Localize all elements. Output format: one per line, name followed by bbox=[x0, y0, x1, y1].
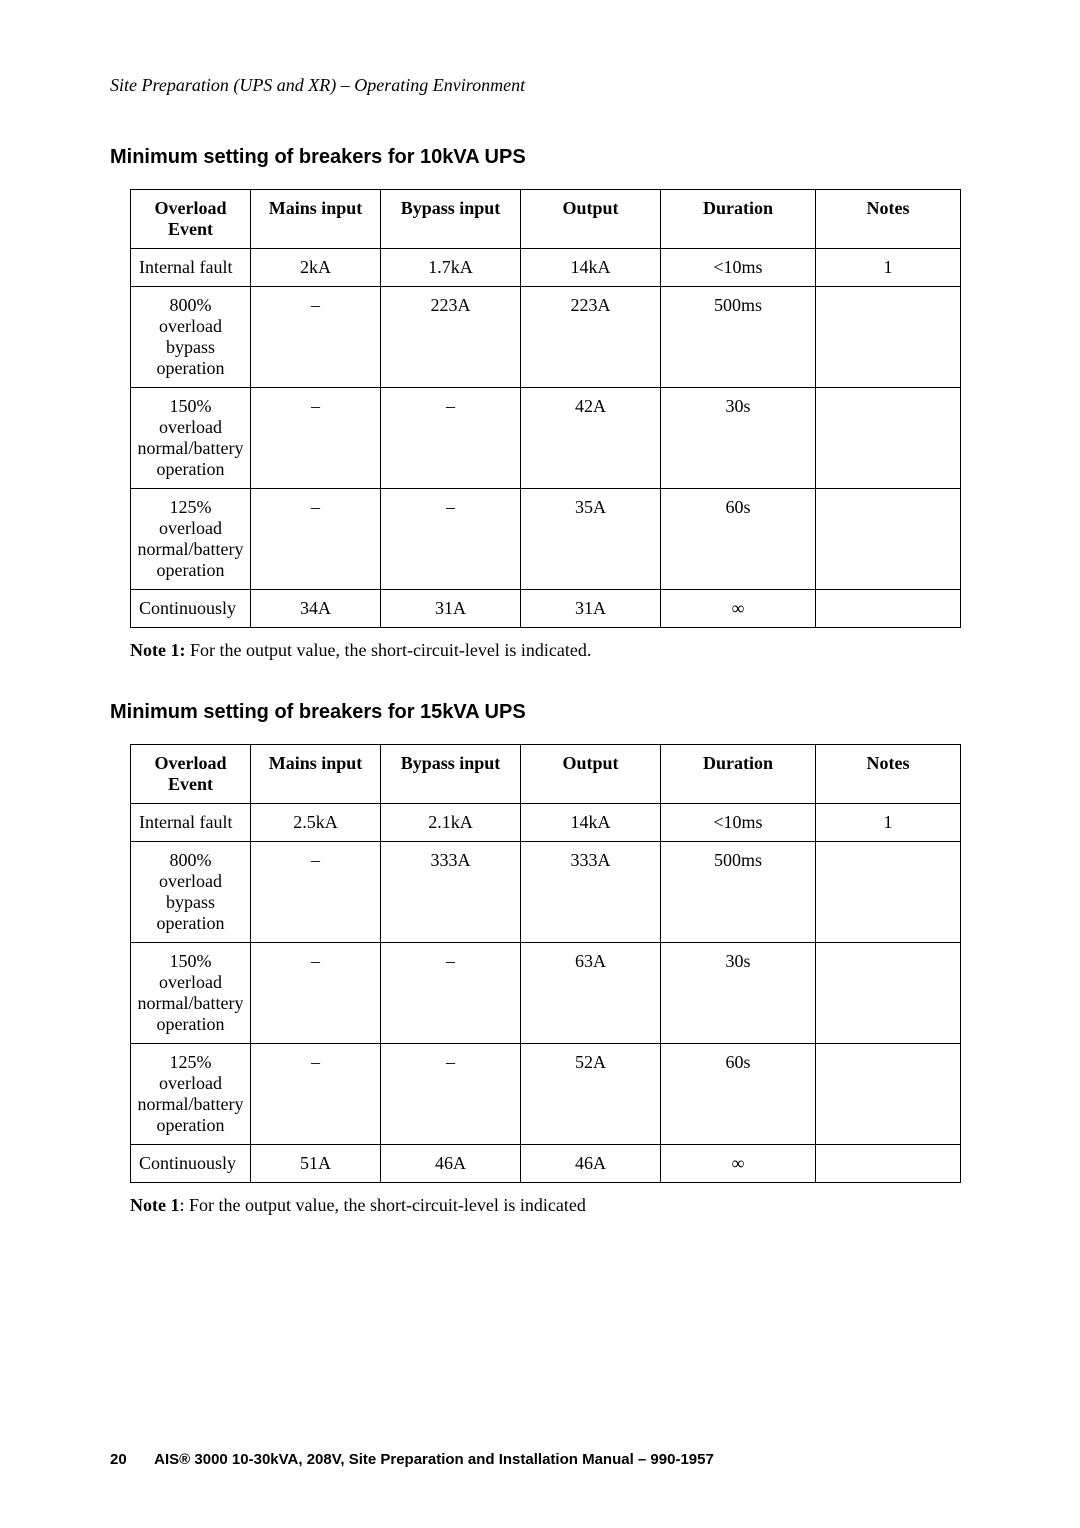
cell: 31A bbox=[521, 590, 661, 628]
col-header: Output bbox=[521, 190, 661, 249]
col-header: Bypass input bbox=[381, 745, 521, 804]
cell: 30s bbox=[661, 943, 816, 1044]
cell: 1.7kA bbox=[381, 249, 521, 287]
cell: – bbox=[381, 943, 521, 1044]
page-footer: 20 AIS® 3000 10-30kVA, 208V, Site Prepar… bbox=[110, 1451, 970, 1468]
cell bbox=[816, 388, 961, 489]
cell: – bbox=[251, 388, 381, 489]
table-header-row: Overload Event Mains input Bypass input … bbox=[131, 745, 961, 804]
table-row: 800% overload bypass operation – 333A 33… bbox=[131, 842, 961, 943]
cell: – bbox=[251, 1044, 381, 1145]
cell bbox=[816, 842, 961, 943]
cell: 42A bbox=[521, 388, 661, 489]
cell: ∞ bbox=[661, 1145, 816, 1183]
table-row: Continuously 34A 31A 31A ∞ bbox=[131, 590, 961, 628]
cell: <10ms bbox=[661, 804, 816, 842]
table-row: 150% overload normal/battery operation –… bbox=[131, 943, 961, 1044]
cell: 52A bbox=[521, 1044, 661, 1145]
table-row: Internal fault 2kA 1.7kA 14kA <10ms 1 bbox=[131, 249, 961, 287]
cell: 800% overload bypass operation bbox=[131, 287, 251, 388]
cell: – bbox=[251, 489, 381, 590]
section2-note: Note 1: For the output value, the short-… bbox=[130, 1195, 970, 1216]
cell bbox=[816, 1044, 961, 1145]
cell bbox=[816, 489, 961, 590]
cell: – bbox=[251, 842, 381, 943]
cell: 63A bbox=[521, 943, 661, 1044]
cell: Internal fault bbox=[131, 804, 251, 842]
cell: 46A bbox=[381, 1145, 521, 1183]
section1-note: Note 1: For the output value, the short-… bbox=[130, 640, 970, 661]
cell: Continuously bbox=[131, 1145, 251, 1183]
cell: Internal fault bbox=[131, 249, 251, 287]
cell: 800% overload bypass operation bbox=[131, 842, 251, 943]
table-row: Internal fault 2.5kA 2.1kA 14kA <10ms 1 bbox=[131, 804, 961, 842]
cell: 125% overload normal/battery operation bbox=[131, 489, 251, 590]
table-row: 150% overload normal/battery operation –… bbox=[131, 388, 961, 489]
table-row: 125% overload normal/battery operation –… bbox=[131, 489, 961, 590]
note-text: For the output value, the short-circuit-… bbox=[185, 640, 591, 660]
page-number: 20 bbox=[110, 1451, 150, 1468]
cell: – bbox=[381, 388, 521, 489]
cell: Continuously bbox=[131, 590, 251, 628]
cell: <10ms bbox=[661, 249, 816, 287]
table-row: Continuously 51A 46A 46A ∞ bbox=[131, 1145, 961, 1183]
cell: 223A bbox=[521, 287, 661, 388]
table-15kva: Overload Event Mains input Bypass input … bbox=[130, 744, 961, 1183]
cell bbox=[816, 1145, 961, 1183]
col-header: Mains input bbox=[251, 745, 381, 804]
cell: 333A bbox=[521, 842, 661, 943]
col-header: Notes bbox=[816, 745, 961, 804]
table-header-row: Overload Event Mains input Bypass input … bbox=[131, 190, 961, 249]
running-header: Site Preparation (UPS and XR) – Operatin… bbox=[110, 75, 970, 96]
cell: 60s bbox=[661, 489, 816, 590]
cell bbox=[816, 590, 961, 628]
cell: 46A bbox=[521, 1145, 661, 1183]
cell: 60s bbox=[661, 1044, 816, 1145]
col-header: Output bbox=[521, 745, 661, 804]
cell: 150% overload normal/battery operation bbox=[131, 388, 251, 489]
cell: 30s bbox=[661, 388, 816, 489]
cell: ∞ bbox=[661, 590, 816, 628]
footer-title: AIS® 3000 10-30kVA, 208V, Site Preparati… bbox=[154, 1451, 714, 1468]
cell: 125% overload normal/battery operation bbox=[131, 1044, 251, 1145]
cell: – bbox=[251, 287, 381, 388]
cell: 2kA bbox=[251, 249, 381, 287]
cell: – bbox=[251, 943, 381, 1044]
note-text: : For the output value, the short-circui… bbox=[179, 1195, 585, 1215]
note-label: Note 1: bbox=[130, 640, 185, 660]
cell bbox=[816, 287, 961, 388]
col-header: Duration bbox=[661, 745, 816, 804]
col-header: Duration bbox=[661, 190, 816, 249]
col-header: Bypass input bbox=[381, 190, 521, 249]
page: Site Preparation (UPS and XR) – Operatin… bbox=[0, 0, 1080, 1528]
table-row: 800% overload bypass operation – 223A 22… bbox=[131, 287, 961, 388]
cell: – bbox=[381, 489, 521, 590]
cell: 2.1kA bbox=[381, 804, 521, 842]
cell: 150% overload normal/battery operation bbox=[131, 943, 251, 1044]
col-header: Overload Event bbox=[131, 745, 251, 804]
cell: 333A bbox=[381, 842, 521, 943]
section2-title: Minimum setting of breakers for 15kVA UP… bbox=[110, 701, 970, 724]
col-header: Mains input bbox=[251, 190, 381, 249]
cell bbox=[816, 943, 961, 1044]
cell: 2.5kA bbox=[251, 804, 381, 842]
note-label: Note 1 bbox=[130, 1195, 179, 1215]
cell: 14kA bbox=[521, 804, 661, 842]
cell: 500ms bbox=[661, 842, 816, 943]
cell: – bbox=[381, 1044, 521, 1145]
col-header: Overload Event bbox=[131, 190, 251, 249]
cell: 14kA bbox=[521, 249, 661, 287]
cell: 1 bbox=[816, 804, 961, 842]
section1-title: Minimum setting of breakers for 10kVA UP… bbox=[110, 146, 970, 169]
cell: 34A bbox=[251, 590, 381, 628]
cell: 223A bbox=[381, 287, 521, 388]
cell: 51A bbox=[251, 1145, 381, 1183]
cell: 35A bbox=[521, 489, 661, 590]
cell: 1 bbox=[816, 249, 961, 287]
table-row: 125% overload normal/battery operation –… bbox=[131, 1044, 961, 1145]
cell: 500ms bbox=[661, 287, 816, 388]
col-header: Notes bbox=[816, 190, 961, 249]
table-10kva: Overload Event Mains input Bypass input … bbox=[130, 189, 961, 628]
cell: 31A bbox=[381, 590, 521, 628]
